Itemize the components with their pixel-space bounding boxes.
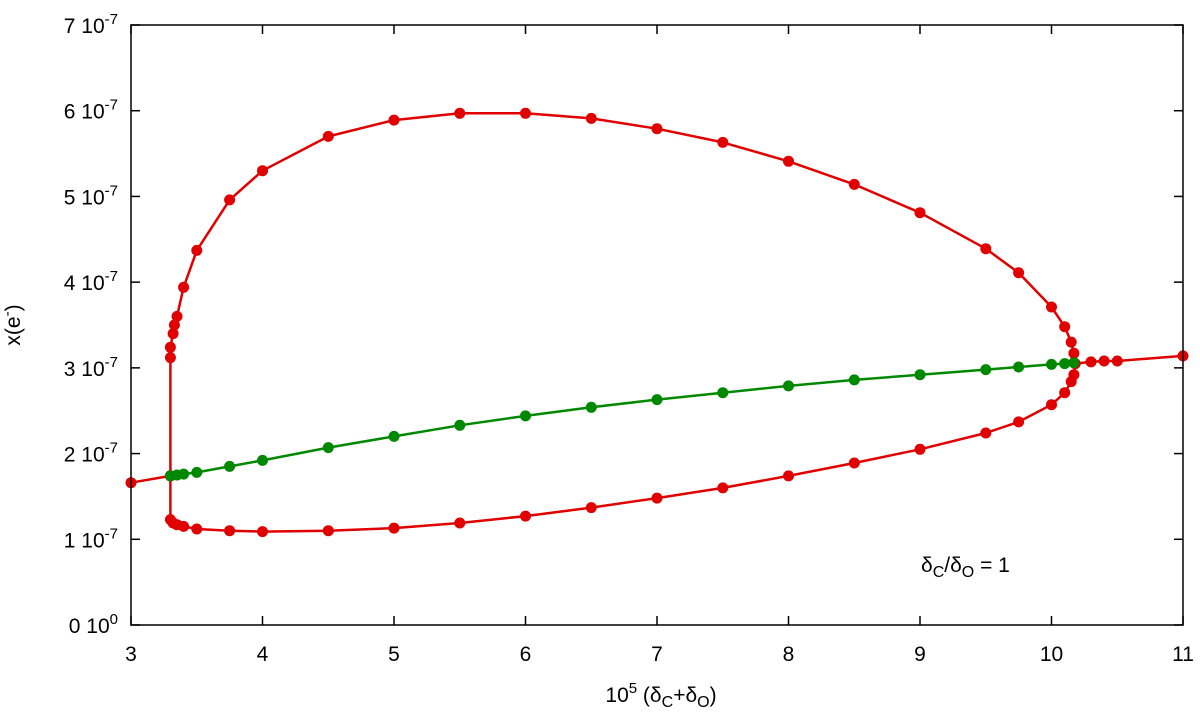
- chart-annotation: δC/δO = 1: [921, 554, 1010, 581]
- x-tick-label: 9: [914, 643, 926, 666]
- data-point: [848, 457, 860, 469]
- data-point: [167, 328, 179, 340]
- data-point: [257, 165, 268, 177]
- data-point: [980, 427, 992, 439]
- data-point: [178, 281, 190, 293]
- x-tick-label: 4: [257, 643, 269, 666]
- data-point: [191, 523, 203, 535]
- data-point: [717, 136, 729, 148]
- data-point: [1059, 387, 1071, 399]
- data-point: [388, 114, 400, 126]
- data-point: [717, 482, 729, 494]
- data-point: [1098, 355, 1110, 367]
- y-tick-label: 6 10-7: [64, 97, 118, 124]
- data-point: [164, 341, 176, 353]
- data-point: [388, 430, 400, 442]
- data-point: [520, 107, 531, 119]
- data-point: [848, 374, 860, 386]
- data-point: [191, 466, 203, 478]
- data-point: [257, 526, 268, 538]
- x-axis-label: 105 (δC+δO): [605, 680, 716, 711]
- data-point: [585, 401, 597, 413]
- data-point: [224, 194, 236, 206]
- data-point: [651, 123, 663, 135]
- data-point: [322, 130, 334, 142]
- y-axis-label: x(e-): [0, 304, 25, 345]
- data-point: [585, 112, 597, 124]
- data-point: [178, 468, 190, 480]
- data-point: [257, 454, 268, 466]
- data-point: [178, 520, 190, 532]
- data-point: [520, 410, 531, 422]
- data-point: [717, 387, 729, 399]
- series-line-2: [170, 361, 1075, 478]
- labels-layer: 3 4 5 6 7 8 9 10 11 0 100 1 10-7 2 10-7 3 10-7 4 10-7…: [64, 11, 1194, 666]
- data-point: [1085, 356, 1097, 368]
- data-point: [848, 178, 860, 190]
- data-point: [914, 207, 926, 219]
- y-tick-label: 3 10-7: [64, 354, 118, 381]
- data-point: [1046, 399, 1057, 411]
- data-point: [585, 502, 597, 514]
- y-tick-label: 7 10-7: [64, 11, 118, 38]
- data-point: [168, 319, 180, 331]
- data-point: [388, 522, 400, 534]
- series-line-0: [130, 354, 1184, 533]
- data-point: [1065, 336, 1077, 348]
- x-tick-label: 6: [520, 643, 532, 666]
- data-point: [914, 369, 926, 381]
- data-point: [454, 419, 466, 431]
- data-point: [171, 310, 183, 322]
- data-point: [1013, 416, 1025, 428]
- data-point: [1013, 267, 1025, 279]
- x-tick-label: 8: [783, 643, 795, 666]
- x-tick-label: 3: [125, 643, 137, 666]
- x-tick-label: 5: [388, 643, 400, 666]
- data-point: [980, 243, 992, 255]
- series-line-1: [169, 112, 1077, 476]
- data-point: [783, 470, 794, 482]
- series-layer: [125, 107, 1189, 538]
- data-point: [1013, 361, 1025, 373]
- data-point: [164, 352, 176, 364]
- y-tick-label: 0 100: [69, 611, 118, 638]
- data-point: [1068, 369, 1080, 381]
- data-point: [783, 155, 794, 167]
- data-point: [224, 460, 236, 472]
- data-point: [980, 364, 992, 376]
- y-tick-label: 4 10-7: [64, 268, 118, 295]
- x-tick-label: 10: [1040, 643, 1063, 666]
- data-point: [322, 525, 334, 537]
- data-point: [1059, 358, 1071, 370]
- data-point: [1111, 355, 1123, 367]
- plot-frame: [130, 24, 1184, 626]
- data-point: [1046, 301, 1057, 313]
- data-point: [1068, 347, 1080, 359]
- data-point: [783, 380, 794, 392]
- ticks-layer: [130, 24, 1184, 626]
- y-tick-label: 5 10-7: [64, 182, 118, 209]
- y-tick-label: 2 10-7: [64, 440, 118, 467]
- data-point: [914, 443, 926, 455]
- data-point: [454, 517, 466, 529]
- data-point: [651, 492, 663, 504]
- data-point: [191, 244, 203, 256]
- data-point: [651, 394, 663, 406]
- data-point: [224, 525, 236, 537]
- x-tick-label: 11: [1172, 643, 1194, 666]
- data-point: [1059, 321, 1071, 333]
- data-point: [1046, 358, 1057, 370]
- x-tick-label: 7: [651, 643, 663, 666]
- data-point: [1068, 357, 1080, 369]
- data-point: [520, 510, 531, 522]
- data-point: [322, 442, 334, 454]
- data-point: [454, 107, 466, 119]
- y-tick-label: 1 10-7: [64, 525, 118, 552]
